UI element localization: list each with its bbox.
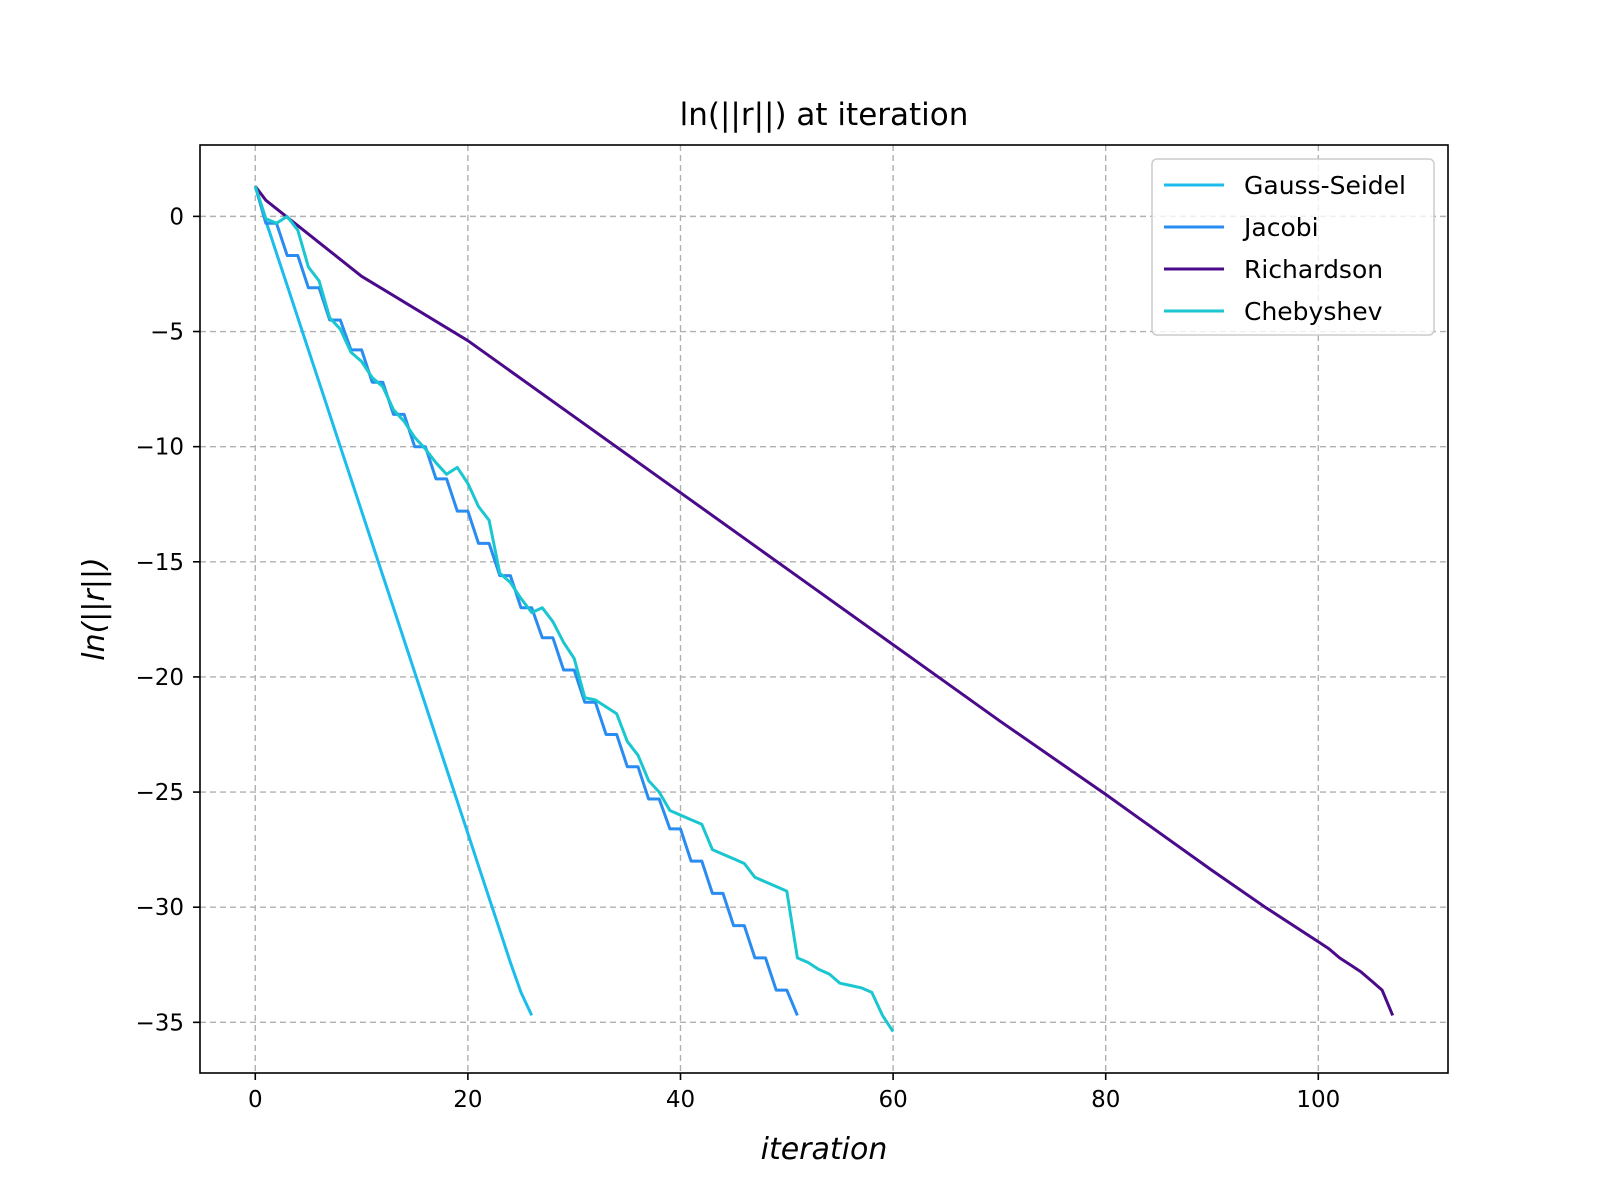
legend: Gauss-Seidel Jacobi Richardson Chebyshev (1151, 158, 1435, 336)
x-tick-label: 60 (878, 1087, 907, 1113)
x-tick-label: 20 (453, 1087, 482, 1113)
x-tick-label: 80 (1091, 1087, 1120, 1113)
y-tick-label: −30 (135, 895, 184, 921)
y-tick-label: 0 (169, 204, 184, 230)
legend-label-jacobi: Jacobi (1242, 213, 1319, 242)
x-tick-label: 40 (666, 1087, 695, 1113)
y-tick-label: −10 (135, 435, 184, 461)
y-tick-label: −35 (135, 1010, 184, 1036)
y-tick-label: −20 (135, 665, 184, 691)
y-tick-label: −5 (150, 320, 184, 346)
x-axis-label: iteration (761, 1132, 888, 1167)
legend-box (1151, 158, 1435, 336)
y-tick-label: −15 (135, 550, 184, 576)
plot-frame (199, 144, 1449, 1074)
y-axis-label: ln(||r||) (77, 557, 112, 661)
series-line-richardson (254, 185, 1395, 1016)
series-line-chebyshev (253, 185, 895, 1033)
y-tick-label: −25 (135, 780, 184, 806)
series-line-gauss-seidel (253, 185, 534, 1017)
series-lines (253, 185, 1395, 1033)
legend-label-gauss-seidel: Gauss-Seidel (1244, 171, 1406, 200)
x-tick-label: 0 (248, 1087, 263, 1113)
x-tick-label: 100 (1296, 1087, 1340, 1113)
legend-label-richardson: Richardson (1244, 255, 1383, 284)
chart-title: ln(||r||) at iteration (680, 97, 969, 133)
axis-ticks: 0 20 40 60 80 100 0 −5 −10 −15 −20 −25 −30 −35 (135, 204, 1340, 1113)
legend-label-chebyshev: Chebyshev (1244, 297, 1383, 326)
